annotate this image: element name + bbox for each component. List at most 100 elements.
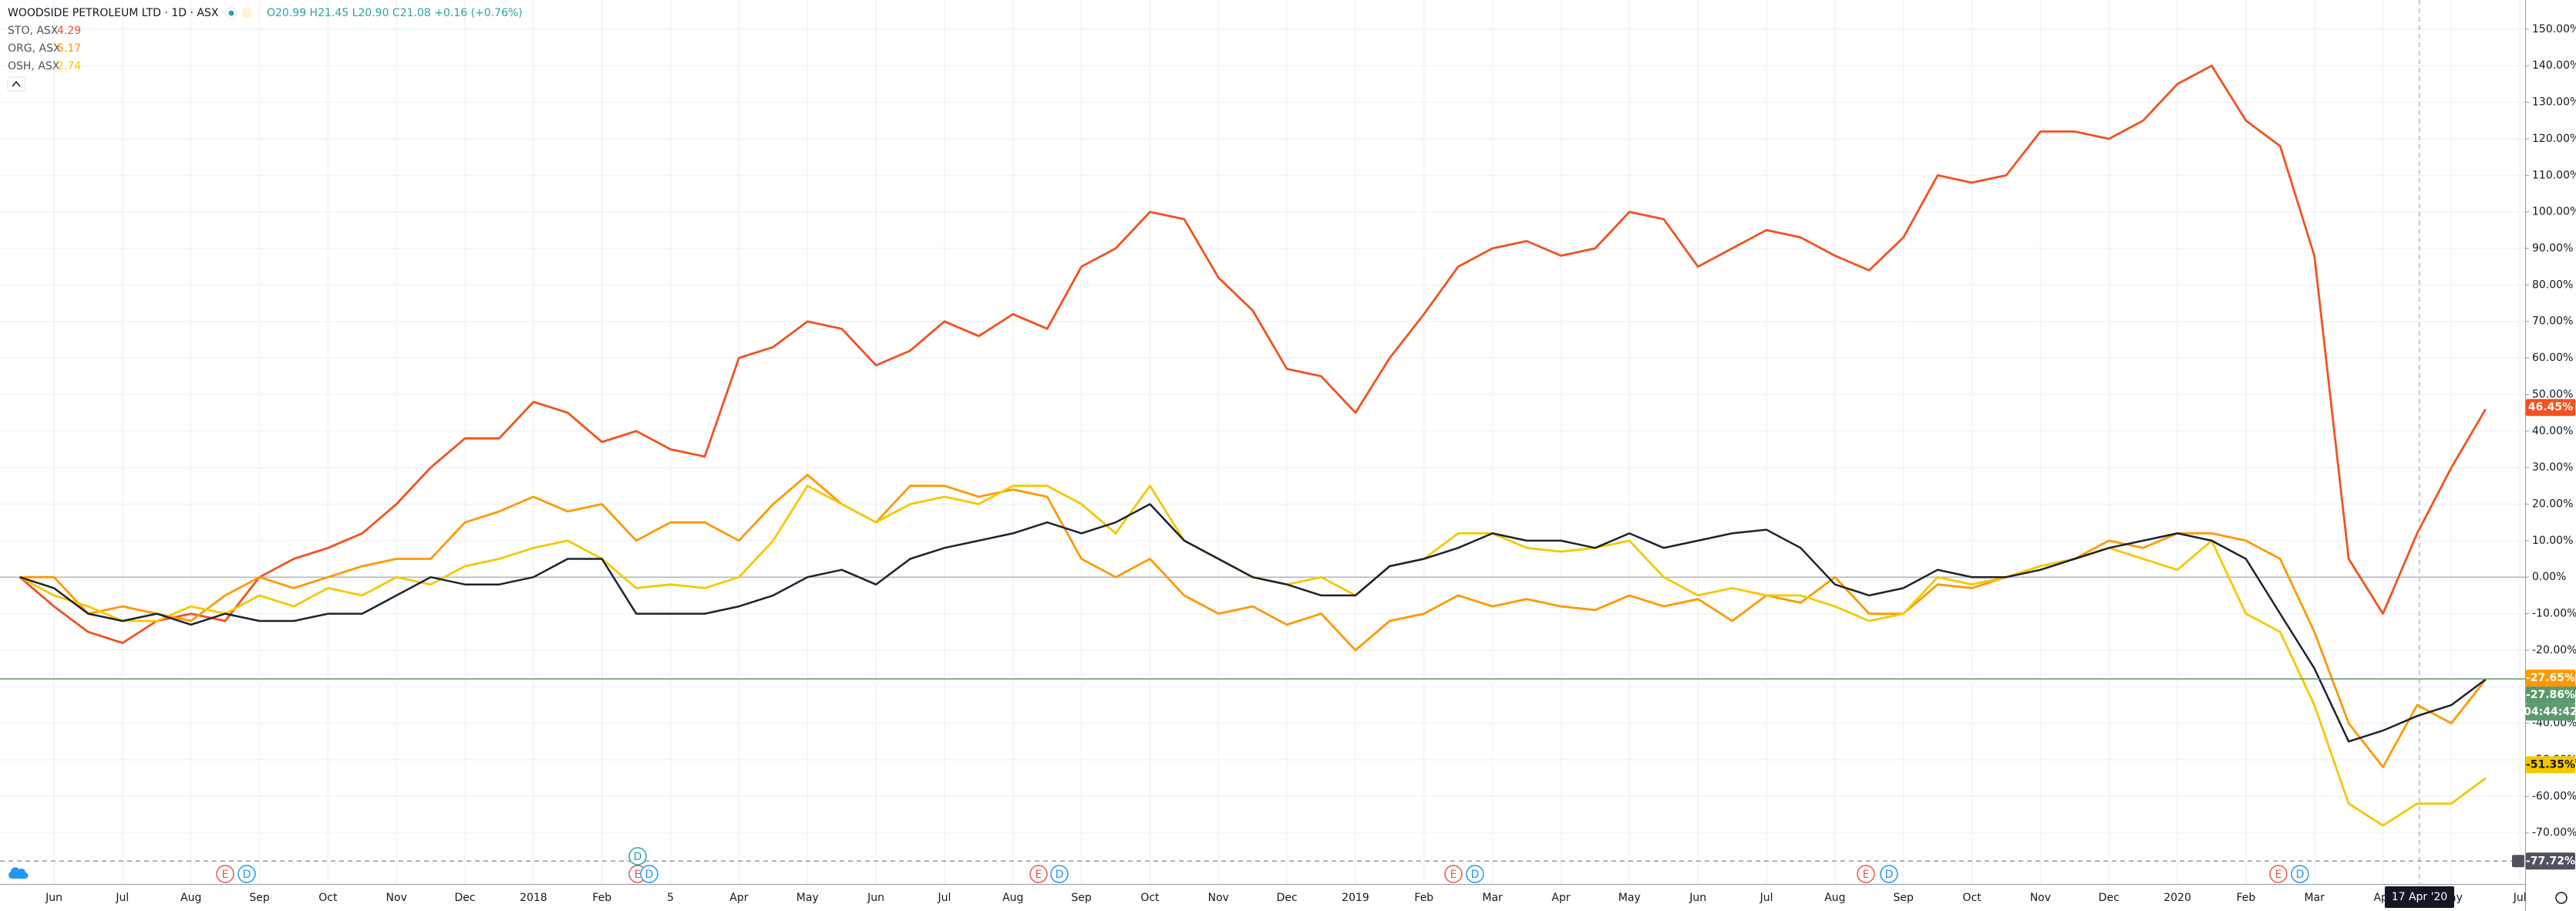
x-tick-label: Sep — [1071, 892, 1092, 904]
x-tick-label: May — [796, 892, 819, 904]
collapse-legend[interactable] — [7, 76, 25, 92]
countdown-tag — [2526, 703, 2575, 721]
x-tick-label: 2020 — [2164, 892, 2191, 904]
grid — [0, 0, 2525, 884]
y-tick-label: 40.00% — [2532, 425, 2573, 437]
event-letter: E — [222, 869, 229, 881]
x-tick-label: Sep — [249, 892, 270, 904]
price-tag — [2526, 852, 2575, 870]
event-marker[interactable] — [628, 847, 647, 865]
event-letter: E — [1035, 869, 1042, 881]
x-tick-label: Sep — [1894, 892, 1914, 904]
event-letter: D — [2296, 869, 2305, 881]
ohlc: O20.99 H21.45 L20.90 C21.08 +0.16 (+0.76… — [267, 7, 523, 19]
price-tag — [2526, 399, 2575, 417]
event-letter: E — [1450, 869, 1457, 881]
x-tick-label: Jul — [115, 892, 129, 904]
countdown: 04:44:42 — [2524, 706, 2576, 718]
event-marker[interactable] — [216, 865, 234, 883]
legend-value: 5.17 — [57, 42, 81, 55]
event-marker[interactable] — [640, 865, 658, 883]
scale-button[interactable] — [2512, 855, 2524, 868]
y-tick-label: 150.00% — [2532, 23, 2576, 35]
x-tick-label: Nov — [2030, 892, 2051, 904]
crosshair-label: 17 Apr '20 — [2392, 891, 2448, 903]
x-tick-label: Mar — [1482, 892, 1503, 904]
event-letter: E — [2275, 869, 2282, 881]
x-tick-label: Apr — [1551, 892, 1570, 904]
y-tick-label: -70.00% — [2532, 827, 2576, 839]
y-tick-label: 120.00% — [2532, 133, 2576, 145]
symbol-title: WOODSIDE PETROLEUM LTD · 1D · ASX — [8, 7, 219, 19]
x-tick-label: Jun — [1689, 892, 1706, 904]
y-tick-label: 60.00% — [2532, 352, 2573, 364]
y-tick-label: -20.00% — [2532, 644, 2576, 656]
event-letter: D — [1056, 869, 1064, 881]
price-tag-label: -77.72% — [2526, 855, 2575, 867]
x-tick-label: Aug — [1002, 892, 1023, 904]
x-tick-label: Nov — [1208, 892, 1229, 904]
x-tick-label: Mar — [2305, 892, 2325, 904]
x-tick-label: Jul — [937, 892, 951, 904]
legend-name: ORG, ASX — [8, 42, 61, 55]
price-tag — [2526, 687, 2575, 704]
y-tick-label: 0.00% — [2532, 571, 2566, 583]
y-tick-label: 110.00% — [2532, 169, 2576, 181]
y-tick-label: 20.00% — [2532, 498, 2573, 511]
y-tick-label: 80.00% — [2532, 278, 2573, 291]
event-marker[interactable] — [2291, 865, 2309, 883]
event-letter: D — [1885, 869, 1894, 881]
event-marker[interactable] — [1880, 865, 1898, 883]
x-tick-label: Nov — [386, 892, 407, 904]
event-marker[interactable] — [1857, 865, 1875, 883]
event-marker[interactable] — [1444, 865, 1463, 883]
price-tag-label: -27.86% — [2526, 689, 2575, 701]
x-tick-label: Apr — [729, 892, 748, 904]
y-tick-label: 30.00% — [2532, 461, 2573, 474]
market-badge — [241, 8, 252, 19]
crosshair-label-bg — [2385, 886, 2454, 908]
price-tag-label: -27.65% — [2526, 672, 2575, 684]
chart-icons — [8, 867, 2568, 904]
event-letter: E — [635, 869, 641, 881]
series-line — [19, 64, 2487, 644]
y-tick-label: 10.00% — [2532, 535, 2573, 547]
x-tick-label: Feb — [1414, 892, 1433, 904]
y-tick-label: 70.00% — [2532, 315, 2573, 328]
x-tick-label: Aug — [1824, 892, 1845, 904]
x-tick-label: Oct — [1962, 892, 1982, 904]
x-tick-label: 5 — [667, 892, 674, 904]
x-tick-label: Dec — [2099, 892, 2120, 904]
event-marker[interactable] — [1466, 865, 1484, 883]
settings-icon[interactable] — [2555, 892, 2568, 904]
x-tick-label: Aug — [180, 892, 201, 904]
legend: WOODSIDE PETROLEUM LTD · 1D · ASX O20.99… — [7, 7, 523, 92]
axes: 150.00% 140.00% 130.00% 120.00% 110.00% 100.0… — [45, 23, 2576, 908]
event-letter: D — [1471, 869, 1480, 881]
event-marker[interactable] — [237, 865, 256, 883]
price-tag-label: 46.45% — [2528, 401, 2573, 413]
series-line — [19, 503, 2487, 743]
x-tick-label: 2018 — [520, 892, 547, 904]
x-tick-label: Jul — [1759, 892, 1773, 904]
event-marker[interactable] — [2269, 865, 2288, 883]
y-tick-label: 100.00% — [2532, 206, 2576, 218]
event-marker[interactable] — [1029, 865, 1048, 883]
x-tick-label: Oct — [318, 892, 338, 904]
x-tick-label: Feb — [592, 892, 611, 904]
x-tick-label: 2019 — [1342, 892, 1369, 904]
y-tick-label: -10.00% — [2532, 608, 2576, 620]
y-tick-label: -60.00% — [2532, 790, 2576, 802]
price-tag — [2526, 756, 2575, 774]
x-tick-label: Oct — [1140, 892, 1160, 904]
y-tick-label: 50.00% — [2532, 388, 2573, 400]
y-tick-label: 140.00% — [2532, 59, 2576, 72]
x-tick-label: Dec — [455, 892, 476, 904]
event-letter: D — [243, 869, 251, 881]
x-tick-label: May — [1618, 892, 1641, 904]
logo-icon[interactable] — [8, 867, 29, 879]
event-marker[interactable] — [1050, 865, 1069, 883]
